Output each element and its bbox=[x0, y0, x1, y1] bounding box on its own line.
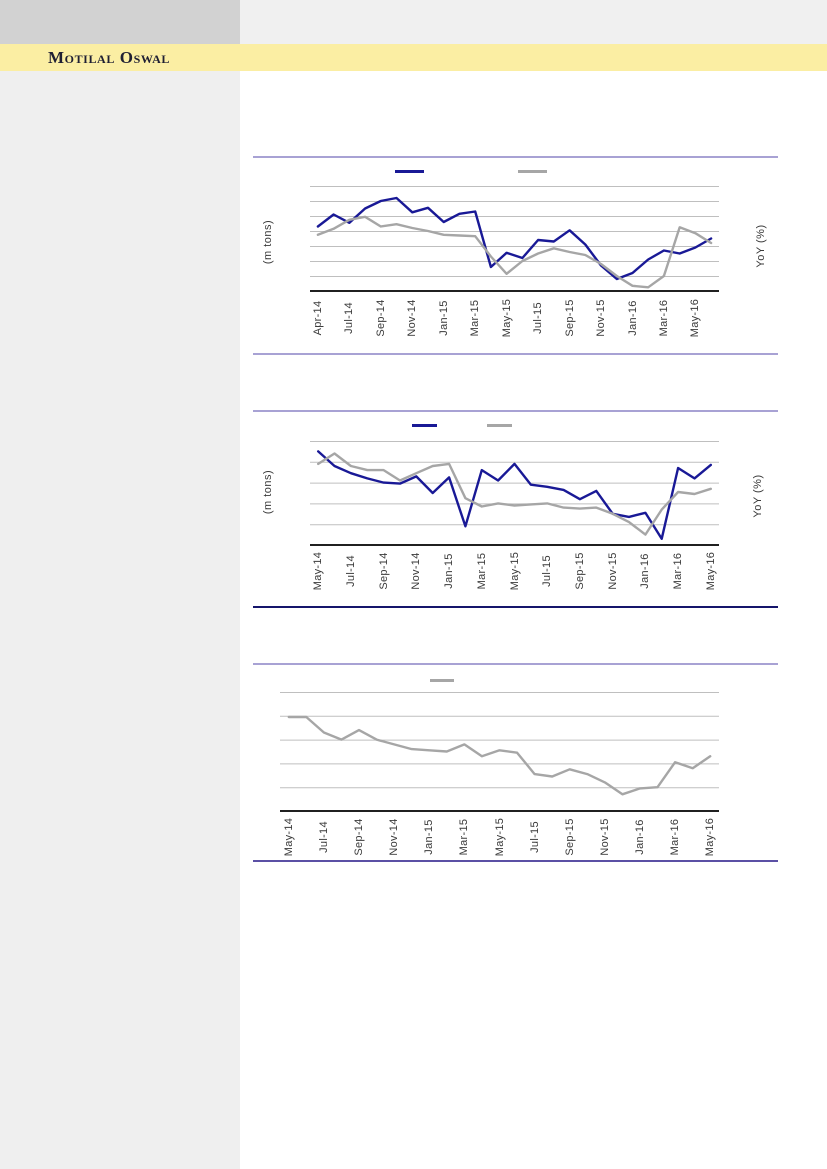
x-axis-tick-label: Jan-16 bbox=[634, 819, 646, 855]
section-divider-top-2 bbox=[253, 410, 778, 412]
chart-1-x-axis-labels: Apr-14 Jul-14 Sep-14 Nov-14 Jan-15 Mar-15 May-… bbox=[310, 298, 719, 346]
x-axis-tick-label: Mar-16 bbox=[669, 818, 682, 856]
brand-band: Motilal Oswal bbox=[0, 44, 827, 71]
section-divider-top-1 bbox=[253, 156, 778, 158]
x-axis-tick-label: Mar-15 bbox=[458, 818, 471, 856]
x-axis-tick-label: Nov-14 bbox=[410, 552, 423, 590]
x-axis-tick-label: Nov-15 bbox=[598, 818, 611, 856]
x-axis-tick-label: Apr-14 bbox=[311, 300, 324, 336]
x-axis-tick-label: Sep-14 bbox=[377, 552, 390, 590]
x-axis-tick-label: Mar-15 bbox=[469, 299, 482, 337]
section-divider-bottom-3 bbox=[253, 860, 778, 862]
x-axis-tick-label: Jul-14 bbox=[317, 821, 330, 853]
x-axis-tick-label: Sep-14 bbox=[374, 299, 387, 337]
x-axis-tick-label: May-16 bbox=[689, 298, 702, 338]
x-axis-tick-label: Sep-15 bbox=[563, 299, 576, 337]
section-divider-bottom-1 bbox=[253, 353, 778, 355]
chart-1-plot bbox=[310, 186, 719, 292]
legend-swatch-navy-chart2 bbox=[412, 424, 437, 427]
x-axis-tick-label: May-15 bbox=[493, 817, 506, 857]
header-left-gray-block bbox=[0, 0, 240, 44]
y-axis-label-left-chart2: (m tons) bbox=[262, 469, 274, 515]
y-axis-label-left-chart1: (m tons) bbox=[262, 219, 274, 265]
chart-2-x-axis-labels: May-14 Jul-14 Sep-14 Nov-14 Jan-15 Mar-15 May-… bbox=[310, 551, 719, 599]
x-axis-tick-label: Mar-16 bbox=[657, 299, 670, 337]
x-axis-tick-label: Jan-16 bbox=[639, 553, 652, 589]
section-divider-bottom-2 bbox=[253, 606, 778, 608]
x-axis-tick-label: May-15 bbox=[508, 551, 521, 591]
x-axis-tick-label: Jul-14 bbox=[344, 555, 357, 587]
x-axis-tick-label: Jan-15 bbox=[423, 819, 436, 855]
x-axis-tick-label: Nov-15 bbox=[595, 299, 607, 337]
x-axis-tick-label: Jul-15 bbox=[532, 302, 545, 334]
x-axis-tick-label: Sep-15 bbox=[563, 818, 576, 856]
chart-3-plot bbox=[280, 692, 719, 812]
x-axis-tick-label: Jul-15 bbox=[541, 555, 554, 587]
brand-logo-text: Motilal Oswal bbox=[48, 47, 171, 67]
x-axis-tick-label: May-16 bbox=[704, 817, 717, 857]
x-axis-tick-label: Mar-16 bbox=[672, 552, 685, 590]
x-axis-tick-label: Nov-15 bbox=[606, 552, 619, 590]
left-sidebar bbox=[0, 71, 240, 1169]
x-axis-tick-label: Nov-14 bbox=[388, 818, 401, 856]
chart-2-plot bbox=[310, 441, 719, 546]
legend-swatch-gray-chart1 bbox=[518, 170, 547, 173]
x-axis-tick-label: May-14 bbox=[312, 551, 325, 591]
y-axis-label-right-chart2: YoY (%) bbox=[752, 474, 764, 518]
chart-3-x-axis-labels: May-14 Jul-14 Sep-14 Nov-14 Jan-15 Mar-15 May-… bbox=[280, 817, 719, 865]
legend-swatch-navy-chart1 bbox=[395, 170, 424, 173]
x-axis-tick-label: May-16 bbox=[704, 551, 717, 591]
legend-swatch-gray-chart2 bbox=[487, 424, 512, 427]
x-axis-tick-label: May-14 bbox=[282, 817, 295, 857]
x-axis-tick-label: Sep-14 bbox=[353, 818, 365, 856]
x-axis-tick-label: Jul-15 bbox=[528, 821, 541, 853]
y-axis-label-right-chart1: YoY (%) bbox=[755, 224, 767, 268]
section-divider-top-3 bbox=[253, 663, 778, 665]
x-axis-tick-label: Jan-15 bbox=[443, 553, 456, 589]
x-axis-tick-label: Jan-15 bbox=[437, 300, 450, 336]
x-axis-tick-label: Sep-15 bbox=[573, 552, 586, 590]
header-right-gray-strip bbox=[240, 0, 827, 44]
x-axis-tick-label: Nov-14 bbox=[406, 299, 419, 337]
x-axis-tick-label: Mar-15 bbox=[475, 552, 488, 590]
x-axis-tick-label: Jul-14 bbox=[343, 302, 356, 334]
legend-swatch-gray-chart3 bbox=[430, 679, 454, 682]
x-axis-tick-label: May-15 bbox=[500, 298, 513, 338]
x-axis-tick-label: Jan-16 bbox=[626, 300, 639, 336]
